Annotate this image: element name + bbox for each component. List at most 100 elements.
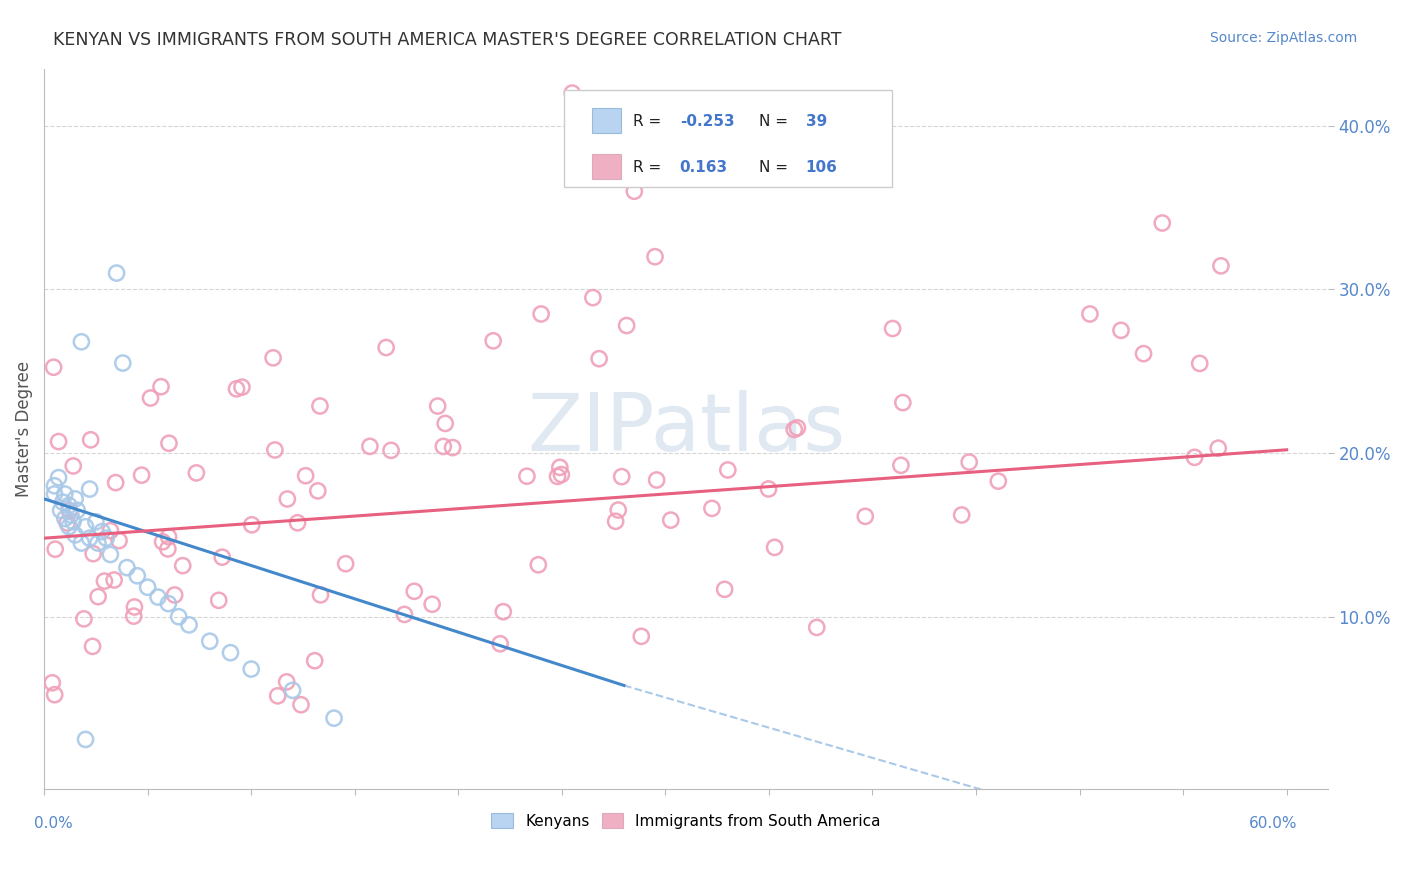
Point [131,468,153,483]
Point [96,531,118,545]
Point [950,508,973,522]
Point [79,433,101,447]
Point [1078,307,1101,321]
Point [41,675,63,690]
Point [172,558,194,573]
Point [58,499,80,513]
Point [177,618,200,632]
Point [52,495,75,509]
Point [644,250,666,264]
Point [1184,450,1206,465]
Point [309,588,332,602]
Point [62,458,84,473]
Text: KENYAN VS IMMIGRANTS FROM SOUTH AMERICA MASTER'S DEGREE CORRELATION CHART: KENYAN VS IMMIGRANTS FROM SOUTH AMERICA … [53,31,842,49]
Point [53,511,76,525]
Text: R =: R = [634,113,666,128]
Point [44,479,66,493]
Text: N =: N = [759,113,793,128]
Point [75,519,97,533]
Point [91,524,114,539]
Point [267,689,290,703]
Point [82,547,104,561]
Point [264,442,287,457]
Point [63,491,86,506]
Point [592,152,614,166]
Point [262,351,284,365]
Point [276,674,298,689]
Point [84,515,107,529]
Point [62,515,84,529]
Point [100,548,122,562]
Point [124,599,146,614]
Point [304,654,326,668]
Point [623,184,645,198]
Text: 0.0%: 0.0% [34,816,73,831]
Point [75,732,97,747]
Point [763,541,786,555]
Point [156,541,179,556]
Point [58,519,80,533]
Point [891,395,914,409]
Point [630,629,652,643]
Point [49,503,72,517]
Point [73,612,96,626]
Point [122,609,145,624]
Point [1132,346,1154,360]
Point [146,590,169,604]
Point [48,434,70,449]
Point [516,469,538,483]
Point [434,417,457,431]
Text: R =: R = [634,160,666,175]
Text: -0.253: -0.253 [679,113,734,128]
Point [420,597,443,611]
Point [104,475,127,490]
FancyBboxPatch shape [592,154,620,179]
Point [1152,216,1174,230]
Point [588,351,610,366]
Legend: Kenyans, Immigrants from South America: Kenyans, Immigrants from South America [485,807,887,835]
Point [281,683,304,698]
Point [44,487,66,501]
Point [607,503,630,517]
Point [550,467,572,482]
Text: Source: ZipAtlas.com: Source: ZipAtlas.com [1209,31,1357,45]
FancyBboxPatch shape [564,90,891,187]
Point [616,318,638,333]
Text: 106: 106 [806,160,838,175]
Point [115,560,138,574]
Point [758,482,780,496]
Point [287,516,309,530]
Point [48,470,70,484]
Point [335,557,357,571]
Point [323,711,346,725]
Point [139,391,162,405]
Point [426,399,449,413]
Point [87,590,110,604]
Point [240,662,263,676]
Point [605,514,627,528]
Point [157,530,180,544]
Point [152,534,174,549]
Point [530,307,553,321]
Point [1188,356,1211,370]
Point [93,574,115,588]
Point [806,620,828,634]
Point [157,597,180,611]
Point [111,356,134,370]
Point [276,491,298,506]
Point [79,482,101,496]
Point [957,455,980,469]
Text: 0.163: 0.163 [679,160,728,175]
Point [136,580,159,594]
Point [380,443,402,458]
Point [853,509,876,524]
Point [547,469,569,483]
Point [1209,259,1232,273]
Point [432,439,454,453]
Point [561,86,583,100]
Point [63,528,86,542]
Point [198,634,221,648]
Point [882,321,904,335]
Point [53,487,76,501]
Point [70,536,93,550]
